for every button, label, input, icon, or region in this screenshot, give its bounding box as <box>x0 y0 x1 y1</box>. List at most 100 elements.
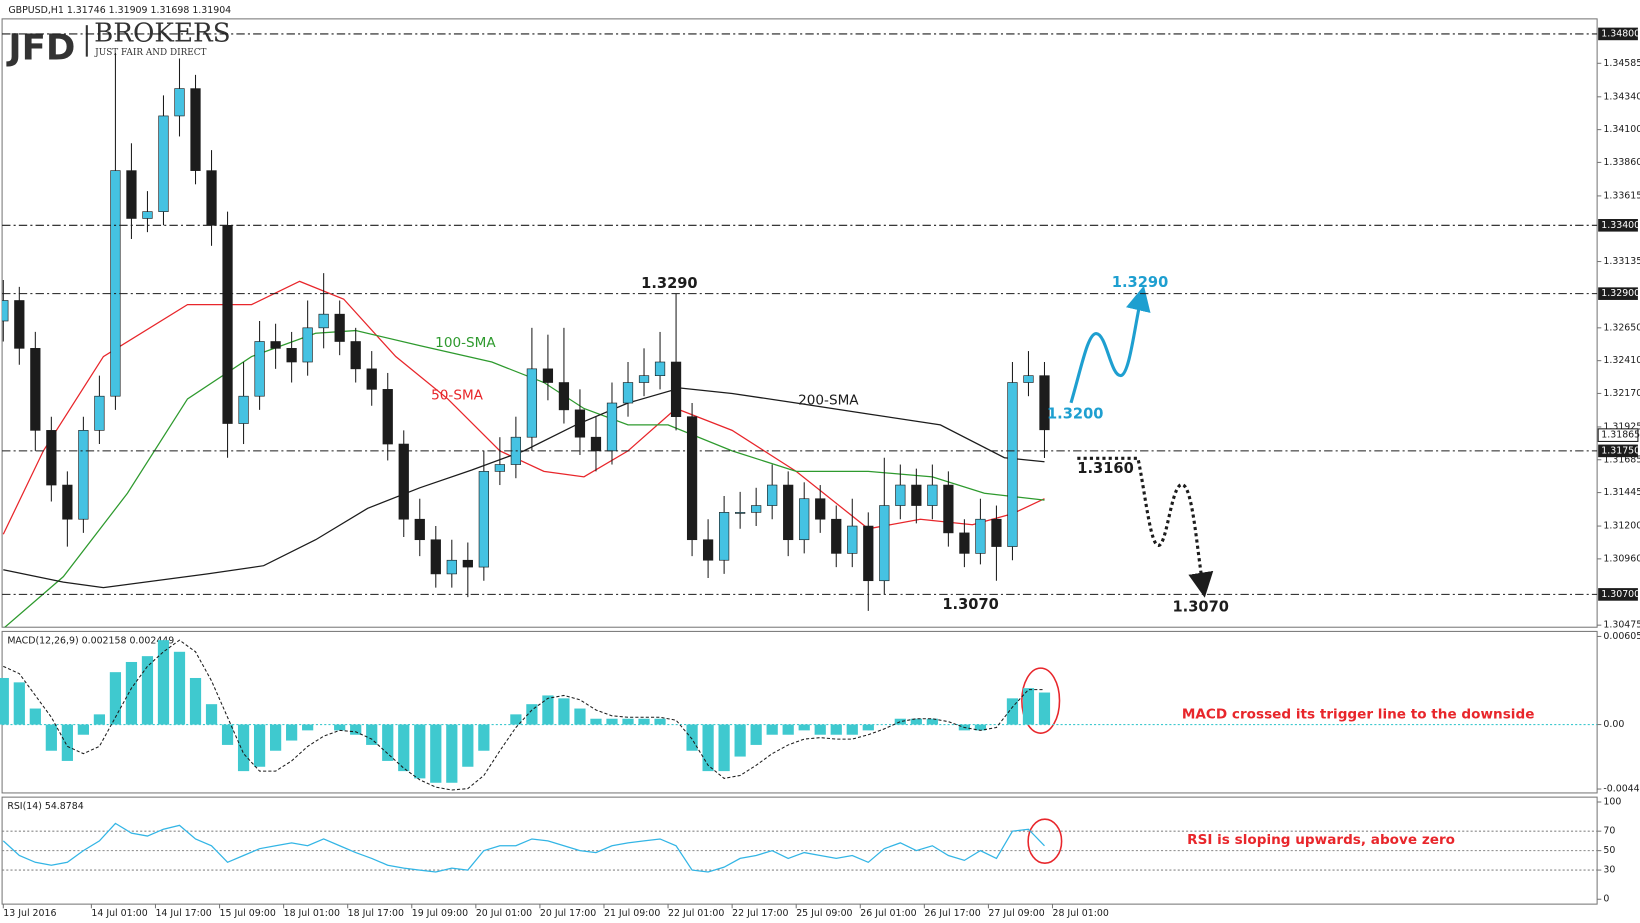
x-tick-label: 20 Jul 01:00 <box>476 908 532 919</box>
macd-bar <box>734 724 746 757</box>
x-tick-label: 20 Jul 17:00 <box>540 908 596 919</box>
candle-body <box>751 505 762 513</box>
macd-bar <box>205 704 218 725</box>
macd-bar <box>366 724 378 745</box>
candle-body <box>238 395 249 424</box>
candle-body <box>991 518 1002 547</box>
x-tick-label: 22 Jul 17:00 <box>732 908 788 919</box>
macd-bar <box>350 724 362 735</box>
macd-bar <box>974 724 987 731</box>
candle-body <box>606 402 618 452</box>
candle-body <box>62 484 73 520</box>
y-tick-label: 30 <box>1603 865 1615 876</box>
candle-body <box>2 300 9 322</box>
macd-bar <box>622 718 634 725</box>
y-tick-label: 1.32170 <box>1603 388 1640 399</box>
y-tick-label: 1.31925 <box>1603 421 1640 432</box>
scenario-drawings <box>1069 285 1214 598</box>
level-label-box <box>1598 27 1638 41</box>
y-tick-label: 1.30475 <box>1603 620 1640 631</box>
level-label: 1.34800 <box>1601 28 1640 39</box>
rsi-highlight <box>1027 818 1063 865</box>
macd-bar <box>398 724 410 772</box>
candle-body <box>975 518 986 554</box>
candle-body <box>847 525 858 554</box>
y-tick-label: 1.30960 <box>1603 553 1640 564</box>
main-plot <box>2 53 1050 628</box>
macd-bar <box>157 640 170 725</box>
annotation: 1.3070 <box>1172 598 1228 615</box>
candle-body <box>686 416 698 541</box>
candle-body <box>478 471 489 568</box>
candle-body <box>895 484 906 506</box>
rsi-title: RSI(14) 54.8784 <box>7 801 83 812</box>
level-label-box <box>1598 444 1638 458</box>
macd-bar <box>894 718 906 725</box>
macd-bar <box>526 704 538 725</box>
y-tick-label: 1.34100 <box>1603 124 1640 135</box>
candle-body <box>590 436 602 452</box>
macd-bar <box>926 718 938 725</box>
y-tick-label: 0 <box>1603 894 1609 905</box>
candle-body <box>318 313 329 329</box>
level-label: 1.31750 <box>1601 445 1640 456</box>
macd-bar <box>13 682 25 725</box>
x-tick-label: 14 Jul 01:00 <box>91 908 147 919</box>
macd-bar <box>302 724 314 731</box>
candle-body <box>334 313 345 342</box>
macd-bar <box>766 724 778 735</box>
macd-bar <box>702 724 714 772</box>
logo-tagline: JUST FAIR AND DIRECT <box>94 48 206 58</box>
macd-bar <box>462 724 474 767</box>
macd-bar <box>237 724 250 772</box>
candle-body <box>302 327 313 363</box>
annotation: 1.3200 <box>1047 405 1103 422</box>
y-tick-label: -0.004431 <box>1603 784 1640 795</box>
x-tick-label: 27 Jul 09:00 <box>988 908 1044 919</box>
signal-line <box>3 639 1045 791</box>
candle-body <box>622 382 634 404</box>
candle-body <box>158 115 169 212</box>
x-tick-label: 21 Jul 09:00 <box>604 908 660 919</box>
y-tick-label: 1.32650 <box>1603 322 1640 333</box>
candle-body <box>286 348 297 363</box>
macd-bar <box>798 724 810 731</box>
macd-bar <box>0 677 9 725</box>
macd-bar <box>446 724 458 783</box>
annotation: 1.3070 <box>942 596 998 613</box>
sma-line <box>2 280 1045 535</box>
candle-body <box>526 368 538 438</box>
macd-bar <box>1022 688 1035 725</box>
y-tick-label: 1.31445 <box>1603 487 1640 498</box>
macd-bar <box>638 718 650 725</box>
macd-bar <box>45 724 57 751</box>
y-tick-label: 100 <box>1603 796 1621 807</box>
macd-bar <box>814 724 826 735</box>
candle-body <box>94 395 105 431</box>
candle-body <box>446 559 457 575</box>
bullish-scenario <box>1069 285 1151 404</box>
macd-bar <box>109 672 122 725</box>
candle-body <box>414 518 425 541</box>
macd-bar <box>590 718 602 725</box>
macd-bar <box>750 724 762 745</box>
macd-bar <box>862 724 874 731</box>
current-price-label: 1.31865 <box>1601 430 1640 441</box>
x-tick-label: 15 Jul 09:00 <box>220 908 276 919</box>
x-tick-label: 13 Jul 2016 <box>3 908 56 919</box>
candle-body <box>350 341 361 370</box>
rsi-line <box>2 822 1045 873</box>
symbol-header: GBPUSD,H1 1.31746 1.31909 1.31698 1.3190… <box>8 5 231 16</box>
candle-body <box>78 430 89 520</box>
macd-bar <box>269 724 282 751</box>
candle-body <box>1039 375 1050 431</box>
macd-title: MACD(12,26,9) 0.002158 0.002449 <box>7 635 174 646</box>
bearish-scenario <box>1077 456 1214 598</box>
candle-body <box>959 532 970 554</box>
macd-highlight <box>1021 667 1061 734</box>
candle-body <box>735 512 746 514</box>
macd-bar <box>830 724 842 735</box>
macd-bar <box>686 724 698 751</box>
macd-bar <box>606 718 618 725</box>
macd-bar <box>782 724 794 735</box>
